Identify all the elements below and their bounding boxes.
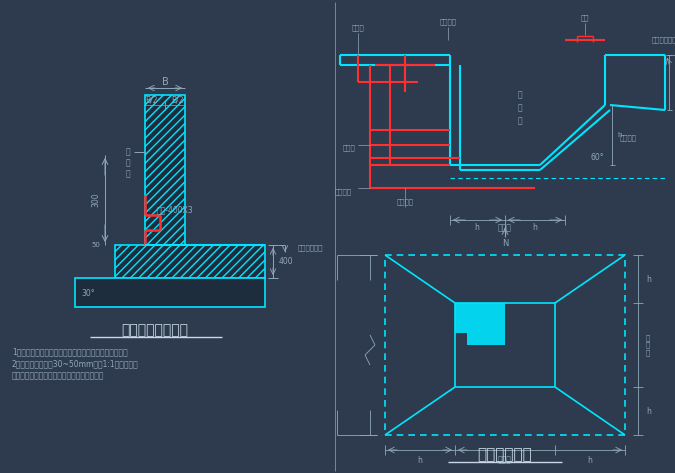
Text: 底板板面标高: 底板板面标高: [652, 37, 675, 44]
Text: 同板底筋: 同板底筋: [335, 189, 352, 195]
Text: 桩单体: 桩单体: [498, 455, 512, 464]
Text: B/2: B/2: [146, 96, 158, 105]
Text: 外防水层: 外防水层: [620, 135, 637, 141]
Text: 地下室集水坑: 地下室集水坑: [478, 447, 533, 463]
Polygon shape: [455, 333, 467, 345]
Text: B/2: B/2: [171, 96, 184, 105]
Text: 400: 400: [279, 257, 294, 266]
Text: 30°: 30°: [81, 289, 95, 298]
Text: 单: 单: [518, 104, 522, 113]
Text: 底板板面标高: 底板板面标高: [297, 245, 323, 251]
Text: 钢板-400X3: 钢板-400X3: [157, 205, 193, 214]
Text: 板面筋: 板面筋: [352, 25, 364, 31]
Bar: [385, 255, 625, 435]
Text: 边: 边: [126, 148, 130, 157]
Polygon shape: [455, 303, 505, 345]
Text: 体: 体: [518, 116, 522, 125]
Text: 60°: 60°: [590, 154, 604, 163]
Text: h: h: [617, 132, 622, 138]
Text: 300: 300: [92, 193, 101, 207]
Text: 地下室外墙施工缝: 地下室外墙施工缝: [122, 323, 188, 337]
Text: B: B: [161, 77, 168, 87]
Polygon shape: [75, 278, 265, 307]
Text: 水: 水: [126, 158, 130, 167]
Text: 桩: 桩: [518, 90, 522, 99]
Text: h: h: [646, 274, 651, 283]
Text: 1、施工缝在新筑混凝土前应将其表面浮浆和杂物清除。: 1、施工缝在新筑混凝土前应将其表面浮浆和杂物清除。: [12, 348, 128, 357]
Text: h: h: [475, 224, 479, 233]
Text: 同板面筋: 同板面筋: [439, 19, 456, 25]
Text: h: h: [587, 455, 593, 464]
Text: 同板底筋: 同板底筋: [396, 199, 414, 205]
Text: N: N: [502, 238, 508, 247]
Text: h: h: [674, 78, 675, 87]
Polygon shape: [145, 95, 185, 245]
Text: h: h: [533, 224, 537, 233]
Polygon shape: [115, 245, 265, 278]
Text: 底板: 底板: [580, 15, 589, 21]
Text: 面: 面: [126, 169, 130, 178]
Text: 涂刷混凝土界面处理剂，并及时浇灌混凝土。: 涂刷混凝土界面处理剂，并及时浇灌混凝土。: [12, 371, 105, 380]
Text: 桩单体: 桩单体: [498, 224, 512, 233]
Text: 板底筋: 板底筋: [342, 145, 355, 151]
Text: h: h: [418, 455, 423, 464]
Bar: [455, 303, 555, 387]
Text: 桩
单
体: 桩 单 体: [646, 334, 650, 356]
Text: 50: 50: [92, 242, 101, 248]
Text: h: h: [646, 406, 651, 415]
Text: 2、先铺净浆，再铺30~50mm厚的1:1水泥砂浆或: 2、先铺净浆，再铺30~50mm厚的1:1水泥砂浆或: [12, 359, 139, 368]
